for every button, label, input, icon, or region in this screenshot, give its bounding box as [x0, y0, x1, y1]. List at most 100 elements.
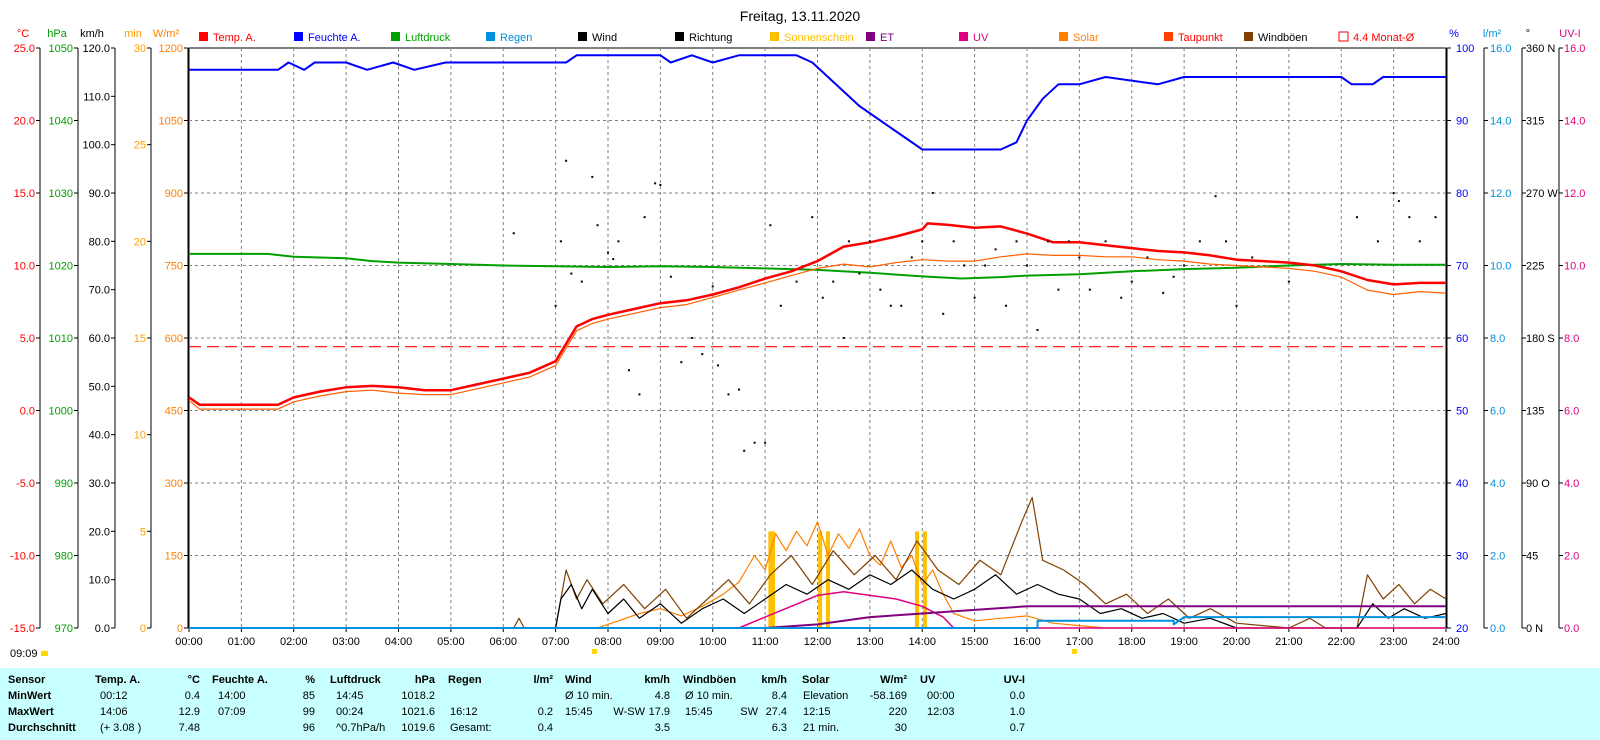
humidity-tick-label: 90 [1456, 116, 1468, 128]
stats-gust-value: 6.3 [771, 722, 787, 734]
wind-tick-label: 80.0 [89, 236, 110, 248]
x-tick-label: 14:00 [908, 636, 936, 648]
direction-point [858, 272, 861, 275]
direction-point [769, 224, 772, 227]
uv-index-tick-label: 8.0 [1564, 333, 1579, 345]
stats-header-wind: Wind [565, 674, 592, 686]
stats-header-temp-unit: °C [187, 674, 200, 686]
stats-humidity-value: 85 [302, 690, 315, 702]
direction-point [910, 256, 913, 259]
humidity-unit: % [1449, 28, 1459, 40]
legend-swatch [486, 32, 495, 41]
direction-point [659, 183, 662, 186]
direction-point [795, 280, 798, 283]
stats-solar-value: 220 [888, 706, 907, 718]
legend-swatch [1164, 32, 1173, 41]
uv-index-unit: UV-I [1559, 28, 1580, 40]
stats-header-humidity: Feuchte A. [212, 674, 268, 686]
direction-point [638, 393, 641, 396]
wind-unit: km/h [80, 28, 104, 40]
direction-point [931, 192, 934, 194]
legend-swatch [866, 32, 875, 41]
x-tick-label: 08:00 [594, 636, 622, 648]
temp-tick-label: 25.0 [14, 43, 35, 55]
weather-chart: Freitag, 13.11.2020 Temp. A. Feuchte A. Luf… [10, 8, 1586, 660]
direction-point [617, 240, 620, 243]
direction-point [1418, 240, 1421, 243]
direction-tick-label: 45 [1526, 551, 1538, 563]
x-tick-label: 00:00 [175, 636, 203, 648]
timestamp: 09:09 [10, 648, 38, 660]
legend-label: Feuchte A. [308, 32, 361, 44]
sunshine-unit: min [124, 28, 142, 40]
uv-index-tick-label: 6.0 [1564, 406, 1579, 418]
x-tick-label: 05:00 [437, 636, 465, 648]
solar-unit: W/m² [153, 28, 180, 40]
solar-tick-label: 0 [177, 623, 183, 635]
stats-header-wind-unit: km/h [644, 674, 670, 686]
statistics-table: Sensor Temp. A. °C Feuchte A.% Luftdruck hPa R… [0, 668, 1600, 740]
direction-point [1214, 195, 1217, 198]
direction-point [1067, 240, 1070, 243]
sunset-marker [1072, 649, 1077, 654]
stats-header-pressure-unit: hPa [414, 674, 435, 686]
direction-tick-label: 90 O [1526, 478, 1550, 490]
x-tick-label: 12:00 [804, 636, 832, 648]
direction-point [711, 285, 714, 288]
stats-rain-value: 0.4 [537, 722, 553, 734]
stats-wind-label: 15:45 [565, 706, 593, 718]
direction-point [690, 337, 693, 339]
solar-tick-label: 1050 [159, 116, 183, 128]
stats-solar-label: 12:15 [803, 706, 831, 718]
direction-point [716, 364, 719, 367]
uv-index-tick-label: 10.0 [1564, 261, 1585, 273]
direction-point [1183, 264, 1186, 267]
stats-wind-value: 3.5 [654, 722, 670, 734]
stats-gust-value: 27.4 [765, 706, 787, 718]
wind-tick-label: 0.0 [95, 623, 110, 635]
direction-point [1088, 288, 1091, 291]
chart-title: Freitag, 13.11.2020 [740, 8, 861, 24]
rain-tick-label: 16.0 [1490, 43, 1511, 55]
wind-tick-label: 110.0 [83, 91, 110, 103]
direction-point [743, 449, 746, 452]
series-windb-en [189, 496, 1447, 629]
direction-point [596, 224, 599, 227]
pressure-tick-label: 1020 [49, 261, 73, 273]
stats-solar-label: Elevation [803, 690, 849, 702]
solar-tick-label: 1200 [159, 43, 183, 55]
stats-temp-time: 00:12 [100, 690, 128, 702]
wind-tick-label: 50.0 [89, 381, 110, 393]
direction-point [821, 296, 824, 299]
legend-label: Windböen [1258, 32, 1308, 44]
wind-tick-label: 20.0 [89, 526, 110, 538]
pressure-tick-label: 1030 [49, 188, 73, 200]
series-regen [189, 616, 1446, 629]
direction-point [832, 280, 835, 283]
sunshine-bar [818, 531, 823, 628]
x-tick-label: 07:00 [542, 636, 570, 648]
direction-point [779, 304, 782, 307]
stats-header-rain-unit: l/m² [533, 674, 553, 686]
x-tick-label: 02:00 [280, 636, 308, 648]
direction-point [973, 296, 976, 299]
direction-point [1355, 216, 1358, 219]
sunshine-tick-label: 15 [134, 333, 146, 345]
stats-header-uvi: UV-I [1003, 674, 1025, 686]
sunrise-marker [592, 649, 597, 654]
x-tick-label: 17:00 [1066, 636, 1094, 648]
direction-point [994, 248, 997, 251]
rain-tick-label: 6.0 [1490, 406, 1505, 418]
sunshine-bar [768, 531, 773, 628]
x-tick-label: 19:00 [1170, 636, 1198, 648]
direction-point [654, 182, 657, 185]
temp-tick-label: 15.0 [14, 188, 35, 200]
humidity-tick-label: 100 [1456, 43, 1474, 55]
pressure-tick-label: 990 [55, 478, 73, 490]
stats-uv-time: 00:00 [927, 690, 955, 702]
stats-header-rain: Regen [448, 674, 482, 686]
pressure-tick-label: 1000 [49, 406, 73, 418]
stats-row-label: MinWert [8, 690, 52, 702]
x-tick-label: 18:00 [1118, 636, 1146, 648]
sunshine-bar [922, 531, 927, 628]
